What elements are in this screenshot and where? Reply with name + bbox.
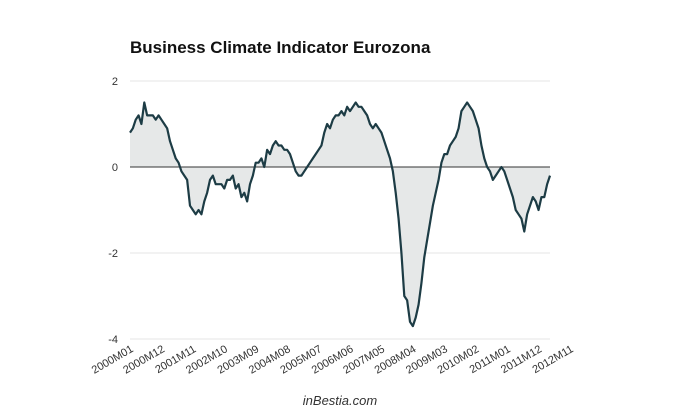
series-line xyxy=(129,101,552,328)
y-tick-label: 2 xyxy=(112,76,118,88)
chart-title: Business Climate Indicator Eurozona xyxy=(130,38,431,57)
series-area-fill xyxy=(130,102,550,327)
x-axis-ticks: 2000M012000M122001M112002M102003M092004M… xyxy=(90,343,576,376)
source-credit: inBestia.com xyxy=(302,393,378,408)
grid-lines xyxy=(130,80,550,340)
y-axis-ticks: 2 0 -2 -4 xyxy=(108,76,118,346)
y-tick-label: -4 xyxy=(108,334,118,346)
y-tick-label: -2 xyxy=(108,248,118,260)
y-tick-label: 0 xyxy=(112,162,118,174)
